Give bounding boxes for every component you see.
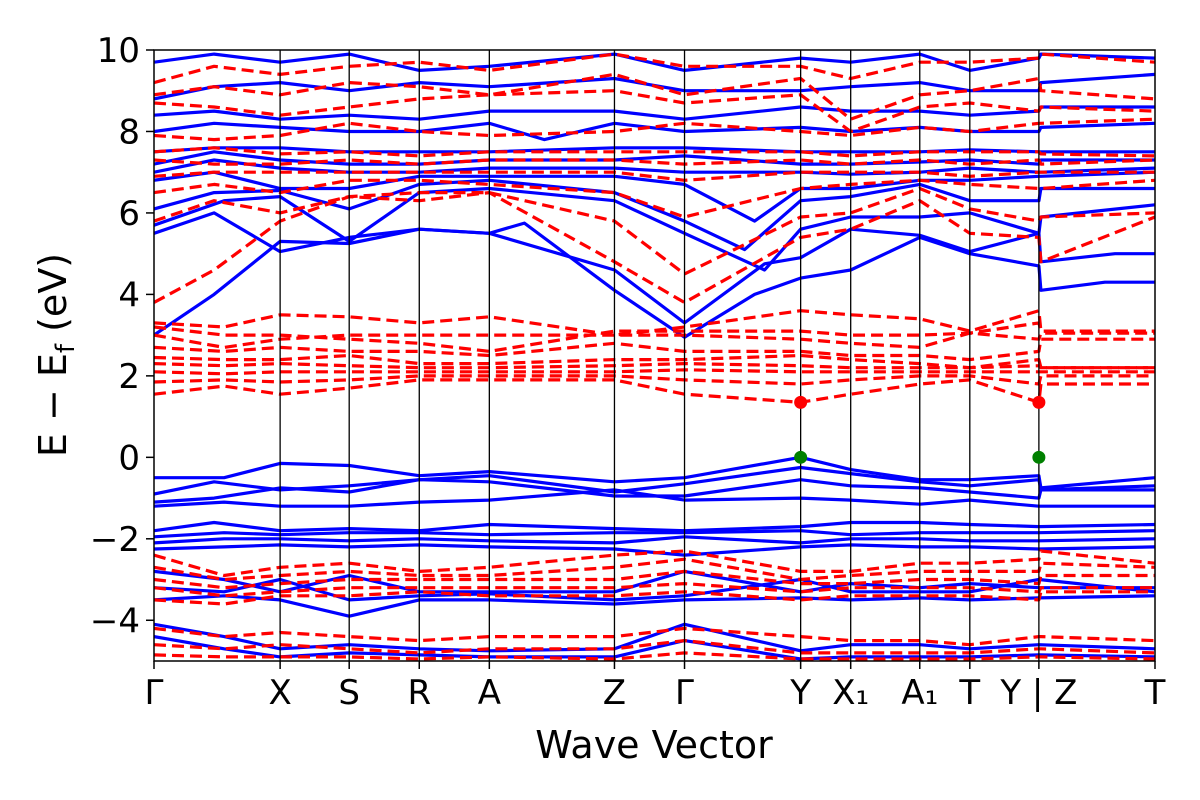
dashed-band-5: [154, 337, 1155, 362]
dashed-band-2: [154, 368, 1155, 376]
y-tick-label-7: 10: [97, 31, 140, 71]
x-tick-label-11: Y | Z: [999, 673, 1077, 713]
solid-band-11: [154, 622, 1155, 653]
solid-band-7: [154, 543, 1155, 557]
dashed-band-16: [154, 89, 1155, 134]
cbm-marker-0: [794, 395, 808, 409]
solid-band-3: [154, 488, 1155, 508]
x-axis-title: Wave Vector: [535, 723, 773, 767]
y-axis: −4 −2 0 2 4 6 8 10: [90, 31, 154, 641]
y-tick-label-5: 6: [118, 194, 140, 234]
band-edge-markers: [794, 395, 1046, 464]
solid-band-13: [154, 221, 1155, 339]
y-tick-label-2: 0: [118, 438, 140, 478]
vbm-marker-3: [1032, 450, 1046, 464]
dashed-band-20: [154, 557, 1155, 582]
solid-band-9: [154, 577, 1155, 602]
x-tick-label-1: X: [268, 673, 291, 713]
x-tick-label-6: Γ: [675, 673, 694, 713]
cbm-marker-1: [1032, 395, 1046, 409]
dashed-band-18: [154, 52, 1155, 85]
y-tick-label-0: −4: [90, 601, 140, 641]
x-tick-label-10: T: [958, 673, 980, 713]
dashed-band-17: [154, 72, 1155, 121]
y-axis-title: E − Ef (eV): [31, 253, 81, 457]
y-tick-label-6: 8: [118, 112, 140, 152]
solid-band-4: [154, 520, 1155, 533]
dashed-band-0: [154, 378, 1155, 404]
solid-band-14: [154, 211, 1155, 325]
y-tick-label-1: −2: [90, 520, 140, 560]
x-tick-label-8: X₁: [832, 673, 869, 713]
solid-band-15: [154, 186, 1155, 272]
x-tick-label-0: Γ: [145, 673, 164, 713]
y-axis-title-subscript: f: [51, 343, 81, 353]
solid-band-6: [154, 535, 1155, 545]
x-tick-label-7: Y: [789, 673, 811, 713]
y-tick-label-4: 4: [118, 275, 140, 315]
solid-band-17: [154, 170, 1155, 223]
dashed-band-11: [154, 178, 1155, 219]
solid-band-10: [154, 594, 1155, 618]
dashed-band-1: [154, 374, 1155, 386]
x-tick-label-12: T: [1144, 673, 1166, 713]
dashed-band-8: [154, 309, 1155, 337]
x-tick-label-9: A₁: [901, 673, 938, 713]
x-tick-label-5: Z: [603, 673, 626, 713]
dashed-band-19: [154, 549, 1155, 578]
y-tick-label-3: 2: [118, 357, 140, 397]
plot-frame: [153, 49, 1156, 662]
x-tick-label-2: S: [338, 673, 360, 713]
x-tick-label-3: R: [407, 673, 431, 713]
vbm-marker-2: [794, 450, 808, 464]
solid-band-5: [154, 529, 1155, 539]
x-tick-label-4: A: [478, 673, 501, 713]
y-axis-title-unit: (eV): [31, 253, 75, 344]
solid-band-8: [154, 569, 1155, 594]
x-axis: Γ X S R A Z Γ Y X₁ A₁ T Y | Z T: [145, 661, 1166, 713]
y-axis-title-main: E − E: [31, 353, 75, 457]
solid-band-16: [154, 178, 1155, 252]
kpoint-lines: [279, 50, 1040, 661]
dashed-band-10: [154, 186, 1155, 276]
dashed-band-24: [154, 626, 1155, 647]
plot-area: [154, 52, 1155, 661]
